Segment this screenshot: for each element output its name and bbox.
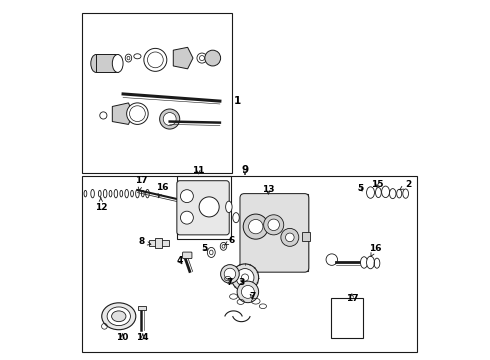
Bar <box>242 194 308 271</box>
Bar <box>149 240 169 246</box>
Polygon shape <box>112 103 133 125</box>
Circle shape <box>163 113 176 126</box>
Circle shape <box>268 219 279 230</box>
Text: 16: 16 <box>155 183 168 198</box>
Text: 4: 4 <box>176 256 183 265</box>
FancyBboxPatch shape <box>183 252 192 258</box>
Bar <box>155 238 162 248</box>
Bar <box>82 176 417 352</box>
Text: 11: 11 <box>192 166 205 175</box>
Circle shape <box>231 264 259 291</box>
Text: 10: 10 <box>116 333 128 342</box>
Ellipse shape <box>225 201 232 213</box>
Text: 5: 5 <box>202 244 208 253</box>
Text: 6: 6 <box>225 237 234 246</box>
Text: 8: 8 <box>138 237 151 246</box>
Circle shape <box>160 109 180 129</box>
Circle shape <box>264 215 284 235</box>
Ellipse shape <box>367 256 374 269</box>
Text: 7: 7 <box>249 292 255 301</box>
Text: 15: 15 <box>371 180 383 189</box>
Ellipse shape <box>112 311 126 321</box>
Bar <box>138 306 146 310</box>
Circle shape <box>248 220 263 234</box>
FancyBboxPatch shape <box>240 194 309 272</box>
Polygon shape <box>173 47 193 69</box>
Ellipse shape <box>107 307 130 325</box>
Text: 3: 3 <box>238 278 245 287</box>
Circle shape <box>236 269 254 287</box>
Ellipse shape <box>102 303 136 330</box>
Text: 13: 13 <box>262 185 274 194</box>
Circle shape <box>199 197 219 217</box>
Circle shape <box>180 211 194 224</box>
Text: 12: 12 <box>95 198 107 212</box>
Circle shape <box>180 190 194 203</box>
Text: 16: 16 <box>368 244 381 256</box>
Circle shape <box>286 233 294 242</box>
FancyBboxPatch shape <box>177 181 229 235</box>
Text: 17: 17 <box>345 294 358 303</box>
Text: 14: 14 <box>137 333 149 342</box>
Text: 17: 17 <box>135 176 147 190</box>
Text: 1: 1 <box>234 96 241 106</box>
Ellipse shape <box>91 54 101 72</box>
Bar <box>177 176 231 239</box>
Bar <box>96 54 118 72</box>
Circle shape <box>243 214 269 239</box>
Circle shape <box>281 228 299 246</box>
Circle shape <box>237 281 259 303</box>
Text: 9: 9 <box>242 165 248 175</box>
Text: 2: 2 <box>400 180 411 190</box>
Circle shape <box>224 268 236 280</box>
Bar <box>82 13 232 173</box>
Bar <box>302 232 310 241</box>
Text: 7: 7 <box>227 278 233 287</box>
Ellipse shape <box>361 257 368 268</box>
Circle shape <box>220 265 239 283</box>
Circle shape <box>242 285 254 298</box>
Circle shape <box>205 50 220 66</box>
Circle shape <box>144 48 167 71</box>
Ellipse shape <box>112 54 123 72</box>
Circle shape <box>126 103 148 125</box>
Bar <box>331 298 364 338</box>
Text: 5: 5 <box>357 184 364 193</box>
